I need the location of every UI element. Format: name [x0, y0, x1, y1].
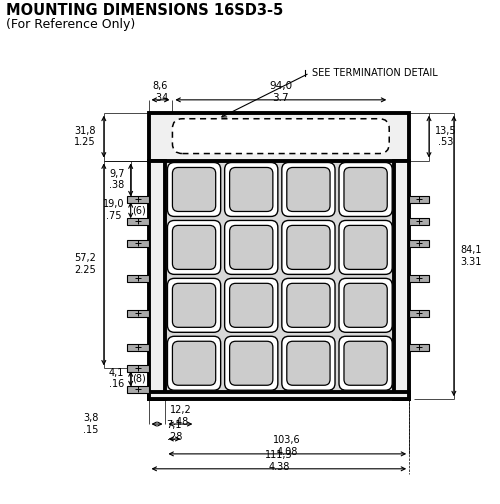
- Bar: [394, 160, 409, 399]
- FancyBboxPatch shape: [282, 220, 335, 274]
- FancyBboxPatch shape: [168, 220, 220, 274]
- FancyBboxPatch shape: [172, 225, 216, 270]
- FancyBboxPatch shape: [168, 336, 220, 390]
- Text: 57,2
2.25: 57,2 2.25: [74, 253, 96, 275]
- FancyBboxPatch shape: [282, 278, 335, 332]
- FancyBboxPatch shape: [344, 167, 387, 212]
- Text: (For Reference Only): (For Reference Only): [6, 18, 136, 31]
- Bar: [126, 309, 148, 317]
- FancyBboxPatch shape: [172, 167, 216, 212]
- Text: (8): (8): [132, 373, 145, 384]
- FancyBboxPatch shape: [282, 162, 335, 216]
- Text: 7,1
.28: 7,1 .28: [166, 420, 182, 442]
- FancyBboxPatch shape: [287, 225, 330, 270]
- Text: 3,8
.15: 3,8 .15: [83, 413, 98, 435]
- Text: (6): (6): [132, 205, 145, 215]
- FancyBboxPatch shape: [339, 162, 392, 216]
- FancyBboxPatch shape: [168, 278, 220, 332]
- Text: 94,0
3.7: 94,0 3.7: [270, 81, 292, 103]
- FancyBboxPatch shape: [230, 167, 273, 212]
- FancyBboxPatch shape: [168, 162, 220, 216]
- Text: SEE TERMINATION DETAIL: SEE TERMINATION DETAIL: [312, 68, 438, 78]
- FancyBboxPatch shape: [344, 283, 387, 327]
- FancyBboxPatch shape: [339, 220, 392, 274]
- Text: 4,1
.16: 4,1 .16: [109, 367, 124, 389]
- Bar: [148, 113, 409, 160]
- FancyBboxPatch shape: [339, 336, 392, 390]
- Text: 12,2
.48: 12,2 .48: [170, 405, 192, 427]
- Text: 103,6
4.08: 103,6 4.08: [273, 435, 300, 457]
- Bar: [409, 309, 429, 317]
- Text: 111,3
4.38: 111,3 4.38: [265, 450, 292, 472]
- Bar: [126, 365, 148, 372]
- Bar: [126, 386, 148, 393]
- FancyBboxPatch shape: [230, 341, 273, 385]
- Bar: [126, 218, 148, 225]
- FancyBboxPatch shape: [224, 336, 278, 390]
- FancyBboxPatch shape: [287, 167, 330, 212]
- FancyBboxPatch shape: [287, 283, 330, 327]
- Text: 8,6
.34: 8,6 .34: [153, 81, 168, 103]
- Bar: [409, 240, 429, 247]
- FancyBboxPatch shape: [282, 336, 335, 390]
- FancyBboxPatch shape: [224, 220, 278, 274]
- FancyBboxPatch shape: [344, 225, 387, 270]
- FancyBboxPatch shape: [224, 278, 278, 332]
- Bar: [409, 345, 429, 351]
- Bar: [126, 345, 148, 351]
- Text: 13,5
.53: 13,5 .53: [435, 126, 456, 148]
- Bar: [166, 160, 394, 392]
- Bar: [409, 275, 429, 282]
- FancyBboxPatch shape: [339, 278, 392, 332]
- Bar: [409, 218, 429, 225]
- Text: 31,8
1.25: 31,8 1.25: [74, 126, 96, 148]
- FancyBboxPatch shape: [172, 119, 389, 154]
- Bar: [148, 160, 166, 399]
- Text: 9,7
.38: 9,7 .38: [109, 169, 124, 190]
- Text: 84,1
3.31: 84,1 3.31: [460, 245, 481, 267]
- FancyBboxPatch shape: [172, 341, 216, 385]
- Text: MOUNTING DIMENSIONS 16SD3-5: MOUNTING DIMENSIONS 16SD3-5: [6, 4, 283, 18]
- Bar: [126, 240, 148, 247]
- Bar: [409, 197, 429, 203]
- FancyBboxPatch shape: [172, 283, 216, 327]
- FancyBboxPatch shape: [230, 225, 273, 270]
- Text: 19,0
.75: 19,0 .75: [103, 200, 124, 221]
- Bar: [126, 197, 148, 203]
- FancyBboxPatch shape: [287, 341, 330, 385]
- Bar: [148, 392, 409, 399]
- FancyBboxPatch shape: [344, 341, 387, 385]
- Bar: [126, 275, 148, 282]
- FancyBboxPatch shape: [224, 162, 278, 216]
- FancyBboxPatch shape: [230, 283, 273, 327]
